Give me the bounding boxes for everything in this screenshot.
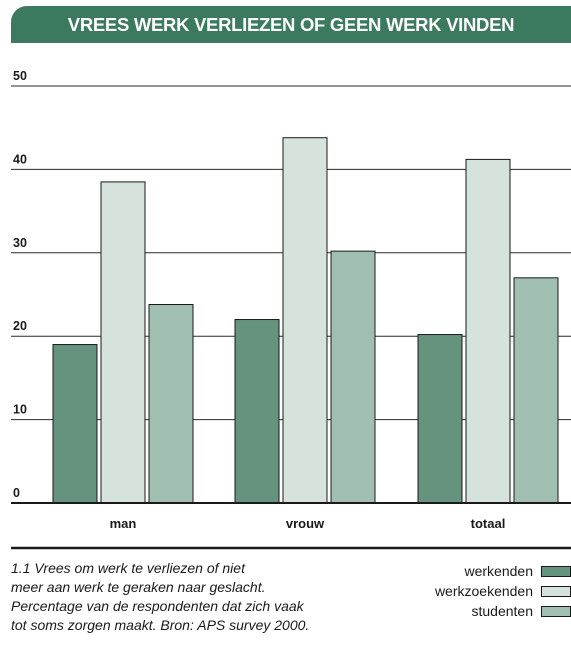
legend-item-studenten: studenten <box>361 601 571 621</box>
x-category-label-vrouw: vrouw <box>286 516 325 531</box>
x-category-label-totaal: totaal <box>471 516 506 531</box>
bar-studenten-vrouw <box>330 250 376 504</box>
legend-swatch-studenten <box>541 605 571 617</box>
figure-caption: 1.1 Vrees om werk te verliezen of niet m… <box>11 559 391 635</box>
x-category-label-man: man <box>110 516 137 531</box>
bar-studenten-totaal <box>513 277 559 504</box>
legend-label-studenten: studenten <box>471 603 534 619</box>
bar-chart: 0 10 20 30 40 50 man vrouw totaal <box>11 69 571 550</box>
y-tick-label-30: 30 <box>13 236 27 250</box>
caption-line-2: meer aan werk te geraken naar geslacht. <box>11 579 266 595</box>
legend-swatch-werkenden <box>541 565 571 577</box>
legend: werkenden werkzoekenden studenten <box>361 561 571 621</box>
caption-line-1: 1.1 Vrees om werk te verliezen of niet <box>11 560 245 576</box>
caption-line-4: tot soms zorgen maakt. Bron: APS survey … <box>11 617 310 633</box>
y-tick-label-0: 0 <box>13 486 20 500</box>
bar-werkzoekenden-totaal <box>465 158 511 504</box>
bar-werkenden-vrouw <box>234 319 280 504</box>
y-tick-label-10: 10 <box>13 403 27 417</box>
bar-werkzoekenden-vrouw <box>282 137 328 504</box>
y-tick-label-40: 40 <box>13 152 27 166</box>
legend-swatch-werkzoekenden <box>541 585 571 597</box>
bar-werkenden-totaal <box>417 334 463 504</box>
caption-line-3: Percentage van de respondenten dat zich … <box>11 598 304 614</box>
bar-studenten-man <box>148 304 194 504</box>
legend-item-werkenden: werkenden <box>361 561 571 581</box>
chart-title: VREES WERK VERLIEZEN OF GEEN WERK VINDEN <box>67 13 515 35</box>
chart-title-bar: VREES WERK VERLIEZEN OF GEEN WERK VINDEN <box>11 6 571 43</box>
legend-label-werkzoekenden: werkzoekenden <box>434 583 533 599</box>
legend-item-werkzoekenden: werkzoekenden <box>361 581 571 601</box>
bar-werkenden-man <box>52 344 98 504</box>
y-tick-label-20: 20 <box>13 319 27 333</box>
legend-label-werkenden: werkenden <box>464 563 534 579</box>
bar-werkzoekenden-man <box>100 181 146 504</box>
y-tick-label-50: 50 <box>13 69 27 83</box>
